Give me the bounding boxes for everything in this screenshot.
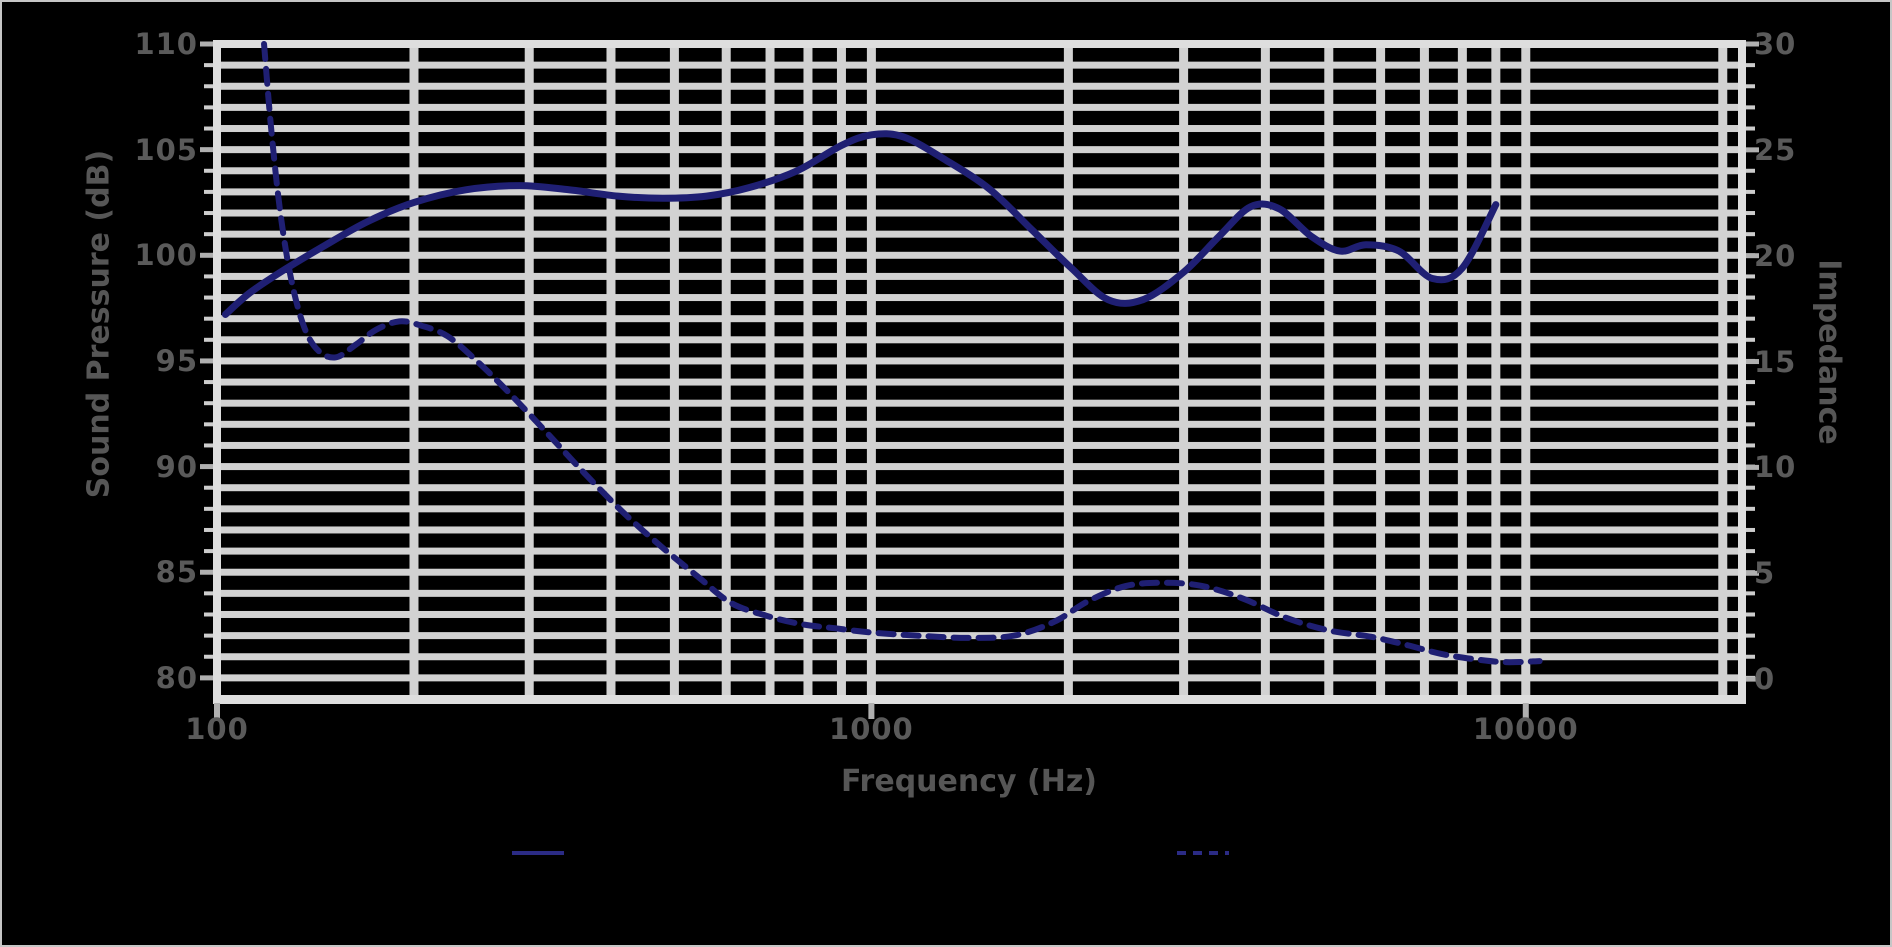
legend-dashed-line-icon (1177, 851, 1229, 855)
tick-label: 100 (185, 712, 249, 746)
right-axis-title: Impedance (1811, 259, 1847, 445)
axis-frame (213, 40, 1746, 704)
tick-label: 5 (1754, 556, 1776, 591)
tick-label: 10000 (1472, 712, 1579, 746)
tick-label: 10 (1754, 450, 1797, 485)
tick-label: 25 (1754, 132, 1797, 167)
curve-dashed (261, 41, 1543, 666)
x-axis-title: Frequency (Hz) (840, 764, 1098, 799)
tick-label: 30 (1754, 27, 1797, 61)
tick-label: 100 (134, 238, 198, 273)
legend-entry-solid (512, 838, 582, 868)
tick-label: 85 (155, 555, 198, 590)
left-axis-title: Sound Pressure (dB) (81, 149, 117, 499)
tick-label: 110 (134, 27, 198, 61)
tick-marks (200, 41, 1759, 719)
tick-label: 90 (155, 449, 198, 484)
tick-label: 80 (155, 660, 198, 695)
gridlines (217, 44, 1742, 699)
tick-label: 105 (134, 132, 198, 167)
data-curves (221, 41, 1543, 666)
tick-label: 15 (1754, 344, 1797, 379)
legend-solid-line-icon (512, 851, 564, 855)
legend-entry-dashed (1177, 838, 1247, 868)
legend (2, 838, 1890, 878)
tick-label: 20 (1754, 238, 1797, 273)
tick-label: 1000 (829, 712, 914, 746)
curve-solid (221, 130, 1500, 318)
tick-label: 95 (155, 343, 198, 378)
tick-label: 0 (1754, 662, 1776, 697)
